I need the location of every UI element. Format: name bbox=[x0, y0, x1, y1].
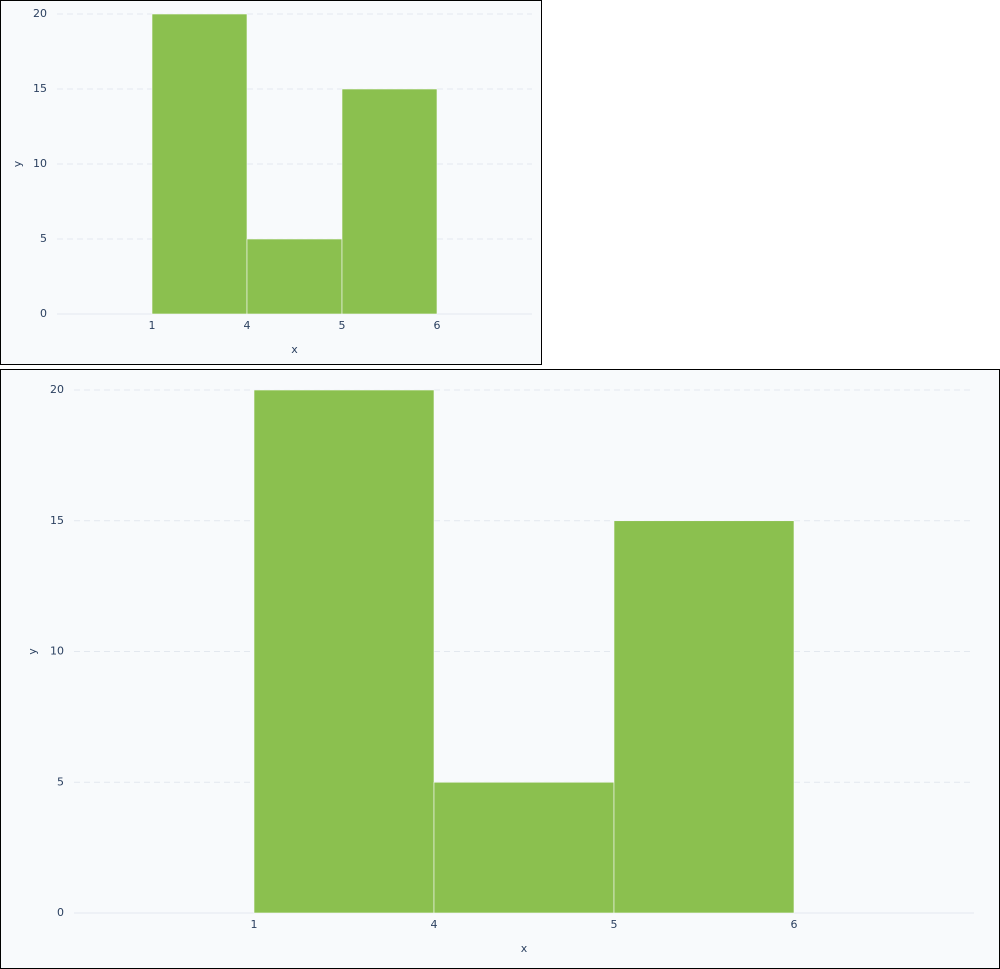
bar bbox=[341, 88, 438, 315]
bar bbox=[246, 238, 343, 315]
bar bbox=[613, 520, 795, 914]
x-tick-label: 1 bbox=[149, 319, 156, 332]
y-axis-title: y bbox=[26, 648, 39, 655]
y-tick-label: 15 bbox=[33, 82, 47, 95]
y-tick-label: 20 bbox=[50, 383, 64, 396]
y-tick-label: 5 bbox=[57, 775, 64, 788]
bar bbox=[253, 389, 435, 914]
x-axis-title: x bbox=[521, 942, 528, 955]
y-tick-label: 5 bbox=[40, 232, 47, 245]
y-tick-label: 0 bbox=[57, 906, 64, 919]
x-axis-title: x bbox=[291, 343, 298, 356]
bar bbox=[433, 781, 615, 914]
bar bbox=[151, 13, 248, 315]
x-tick-label: 4 bbox=[431, 918, 438, 931]
y-tick-label: 15 bbox=[50, 514, 64, 527]
x-tick-label: 5 bbox=[611, 918, 618, 931]
chart: 0 5 10 15 20 1 4 5 6 x y bbox=[0, 0, 542, 365]
y-tick-label: 10 bbox=[50, 645, 64, 658]
frame bbox=[0, 0, 542, 365]
x-tick-label: 6 bbox=[434, 319, 441, 332]
chart: 0 5 10 15 20 1 4 5 6 x y bbox=[0, 369, 1000, 969]
y-tick-label: 10 bbox=[33, 157, 47, 170]
x-tick-label: 6 bbox=[791, 918, 798, 931]
y-tick-label: 0 bbox=[40, 307, 47, 320]
y-axis-title: y bbox=[11, 160, 24, 167]
x-tick-label: 1 bbox=[251, 918, 258, 931]
x-tick-label: 5 bbox=[339, 319, 346, 332]
x-tick-label: 4 bbox=[244, 319, 251, 332]
y-tick-label: 20 bbox=[33, 7, 47, 20]
